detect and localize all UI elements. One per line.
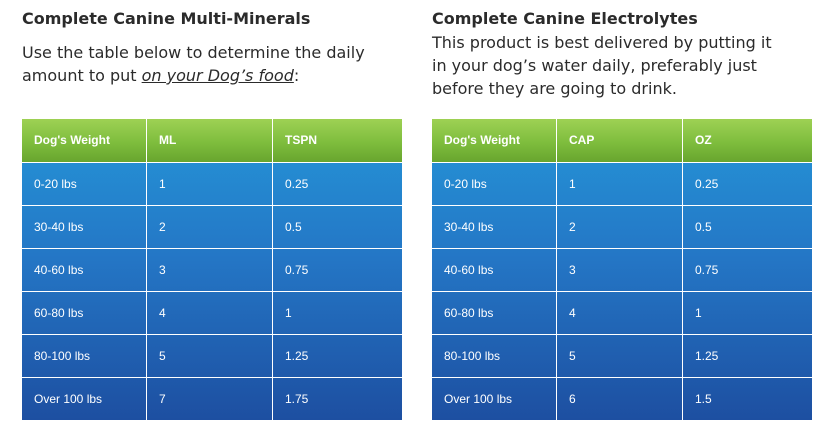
header-cap: CAP [556,119,683,163]
table-row: 60-80 lbs 4 1 [22,290,402,335]
weight-cell: Over 100 lbs [432,376,557,420]
ml-cell: 2 [146,204,273,249]
tspn-cell: 1.75 [272,376,402,420]
table-header-row: Dog's Weight ML TSPN [22,119,402,163]
oz-cell: 0.75 [682,247,812,292]
description-prefix: amount to put [22,66,142,85]
electrolytes-description-line-2: in your dog’s water daily, preferably ju… [432,56,757,75]
weight-cell: 30-40 lbs [432,204,557,249]
cap-cell: 6 [556,376,683,420]
oz-cell: 1.5 [682,376,812,420]
multi-minerals-description-line-1: Use the table below to determine the dai… [22,43,365,62]
cap-cell: 5 [556,333,683,378]
cap-cell: 4 [556,290,683,335]
weight-cell: 0-20 lbs [432,161,557,206]
cap-cell: 2 [556,204,683,249]
ml-cell: 7 [146,376,273,420]
table-row: 0-20 lbs 1 0.25 [432,161,812,206]
oz-cell: 1.25 [682,333,812,378]
ml-cell: 4 [146,290,273,335]
header-oz: OZ [682,119,812,163]
table-row: 40-60 lbs 3 0.75 [432,247,812,292]
electrolytes-title: Complete Canine Electrolytes [432,9,698,28]
multi-minerals-title: Complete Canine Multi-Minerals [22,9,311,28]
weight-cell: 60-80 lbs [22,290,147,335]
weight-cell: 30-40 lbs [22,204,147,249]
electrolytes-description-line-1: This product is best delivered by puttin… [432,33,772,52]
table-row: 60-80 lbs 4 1 [432,290,812,335]
table-row: 80-100 lbs 5 1.25 [22,333,402,378]
weight-cell: 80-100 lbs [432,333,557,378]
description-suffix: : [293,66,300,85]
table-row: 0-20 lbs 1 0.25 [22,161,402,206]
weight-cell: 0-20 lbs [22,161,147,206]
tspn-cell: 0.75 [272,247,402,292]
weight-cell: 40-60 lbs [432,247,557,292]
oz-cell: 1 [682,290,812,335]
table-row: Over 100 lbs 6 1.5 [432,376,812,420]
weight-cell: Over 100 lbs [22,376,147,420]
table-row: 30-40 lbs 2 0.5 [432,204,812,249]
ml-cell: 3 [146,247,273,292]
multi-minerals-description: Use the table below to determine the dai… [22,41,365,87]
ml-cell: 5 [146,333,273,378]
table-row: 40-60 lbs 3 0.75 [22,247,402,292]
multi-minerals-description-line-2: amount to put on your Dog’s food: [22,64,365,87]
table-header-row: Dog's Weight CAP OZ [432,119,812,163]
weight-cell: 80-100 lbs [22,333,147,378]
header-tspn: TSPN [272,119,402,163]
table-row: Over 100 lbs 7 1.75 [22,376,402,420]
header-dogs-weight: Dog's Weight [22,119,147,163]
weight-cell: 60-80 lbs [432,290,557,335]
oz-cell: 0.25 [682,161,812,206]
multi-minerals-dosage-table: Dog's Weight ML TSPN 0-20 lbs 1 0.25 30-… [22,119,402,420]
weight-cell: 40-60 lbs [22,247,147,292]
header-dogs-weight: Dog's Weight [432,119,557,163]
electrolytes-description-line-3: before they are going to drink. [432,79,677,98]
ml-cell: 1 [146,161,273,206]
tspn-cell: 1 [272,290,402,335]
tspn-cell: 0.25 [272,161,402,206]
tspn-cell: 1.25 [272,333,402,378]
table-row: 80-100 lbs 5 1.25 [432,333,812,378]
electrolytes-description: This product is best delivered by puttin… [432,31,772,100]
cap-cell: 3 [556,247,683,292]
tspn-cell: 0.5 [272,204,402,249]
table-row: 30-40 lbs 2 0.5 [22,204,402,249]
oz-cell: 0.5 [682,204,812,249]
on-your-dogs-food-emphasis: on your Dog’s food [141,66,294,85]
electrolytes-dosage-table: Dog's Weight CAP OZ 0-20 lbs 1 0.25 30-4… [432,119,812,420]
cap-cell: 1 [556,161,683,206]
header-ml: ML [146,119,273,163]
